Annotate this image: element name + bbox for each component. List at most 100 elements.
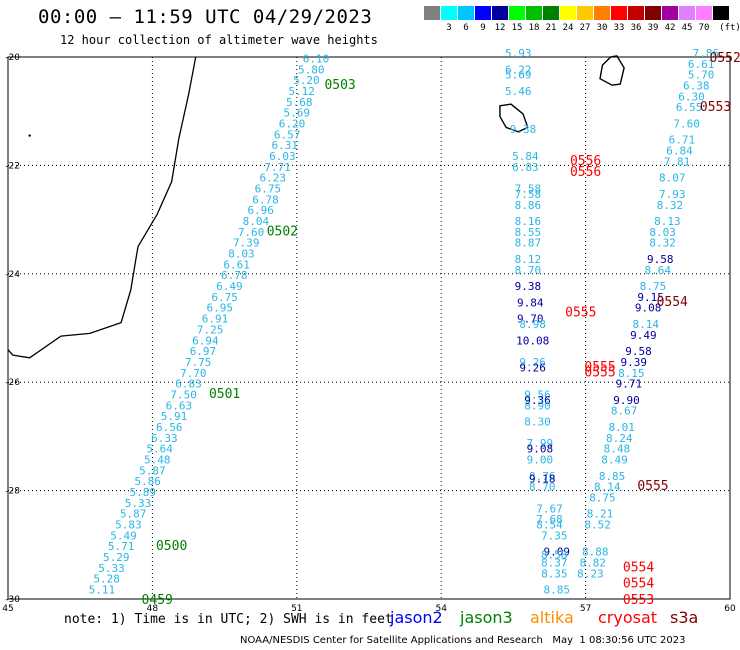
scale-swatch: [492, 6, 508, 20]
wave-height-value: 8.23: [577, 567, 604, 580]
scale-label: 6: [463, 23, 469, 33]
wave-height-value: 5.87: [120, 508, 147, 521]
wave-height-value: 6.63: [166, 399, 193, 412]
wave-height-value: 8.35: [541, 567, 568, 580]
footer-note: note: 1) Time is in UTC; 2) SWH is in fe…: [64, 612, 393, 627]
wave-height-value: 6.94: [192, 334, 219, 347]
wave-height-value: 5.89: [130, 486, 157, 499]
wave-height-value: 5.91: [161, 410, 188, 423]
wave-height-value: 6.78: [252, 193, 279, 206]
scale-swatch: [441, 6, 457, 20]
scale-label: 70: [698, 23, 710, 33]
wave-height-value: 8.87: [515, 237, 542, 250]
wave-height-value: 6.22: [505, 63, 532, 76]
legend-altika: altika: [530, 608, 574, 627]
wave-height-value: 6.61: [688, 58, 715, 71]
wave-height-value: 6.95: [207, 302, 234, 315]
wave-height-value: 5.20: [293, 74, 320, 87]
scale-label: 21: [545, 23, 557, 33]
wave-height-value: 8.82: [580, 556, 607, 569]
x-tick-label: 54: [435, 604, 447, 614]
wave-height-value: 6.49: [216, 280, 243, 293]
wave-height-value: 8.98: [519, 318, 546, 331]
wave-height-value: 8.14: [633, 318, 660, 331]
wave-height-value: 8.76: [529, 470, 556, 483]
legend-s3a: s3a: [670, 608, 699, 627]
wave-height-value: 8.48: [604, 443, 631, 456]
wave-height-value: 5.48: [144, 454, 171, 467]
scale-swatch: [594, 6, 610, 20]
x-tick-label: 51: [291, 604, 302, 614]
pass-time-label: 0555: [584, 365, 615, 380]
wave-height-value: 6.75: [211, 291, 238, 304]
scale-swatch: [662, 6, 678, 20]
wave-height-value: 8.70: [529, 481, 556, 494]
wave-height-value: 8.67: [611, 405, 638, 418]
wave-height-value: 8.52: [584, 519, 611, 532]
scale-label: 15: [511, 23, 523, 33]
wave-height-value: 7.39: [233, 237, 260, 250]
wave-height-value: 9.49: [630, 329, 657, 342]
wave-height-value: 6.61: [223, 258, 250, 271]
wave-height-value: 5.29: [103, 551, 130, 564]
wave-height-value: 6.84: [666, 145, 693, 158]
wave-height-value: 9.90: [613, 394, 640, 407]
scale-swatch: [543, 6, 559, 20]
wave-height-value: 6.75: [255, 183, 282, 196]
scale-swatch: [696, 6, 712, 20]
wave-height-value: 8.16: [515, 215, 542, 228]
wave-height-value: 7.75: [185, 356, 212, 369]
wave-height-value: 6.91: [202, 313, 229, 326]
wave-height-value: 5.80: [298, 63, 325, 76]
scale-label: 24: [562, 23, 574, 33]
y-tick-label: -20: [5, 53, 20, 63]
wave-height-value: 5.49: [110, 529, 137, 542]
pass-time-label: 0553: [623, 593, 654, 608]
wave-height-value: 6.57: [274, 128, 301, 141]
scale-unit: (ft): [719, 23, 740, 33]
wave-height-value: 5.28: [93, 573, 120, 586]
scale-label: 12: [494, 23, 506, 33]
scale-swatch: [679, 6, 695, 20]
islet-marker: [28, 134, 31, 137]
map-frame: [7, 56, 731, 600]
wave-height-value: 7.58: [515, 183, 542, 196]
wave-height-value: 7.67: [536, 502, 563, 515]
wave-height-value: 9.38: [515, 280, 542, 293]
legend-jason3: jason3: [460, 608, 513, 627]
wave-height-value: 9.15: [637, 291, 664, 304]
pass-time-label: 0552: [710, 51, 740, 66]
wave-height-value: 8.85: [543, 584, 570, 597]
scale-label: 3: [446, 23, 452, 33]
wave-height-value: 5.69: [505, 69, 532, 82]
wave-height-value: 7.25: [197, 323, 224, 336]
wave-height-value: 7.68: [536, 513, 563, 526]
wave-height-value: 7.71: [264, 161, 291, 174]
wave-height-value: 5.93: [505, 47, 532, 60]
wave-height-value: 7.70: [180, 367, 207, 380]
wave-height-value: 9.38: [510, 123, 537, 136]
wave-height-value: 5.83: [115, 519, 142, 532]
island-reunion: [499, 103, 529, 133]
pass-time-label: 0500: [156, 539, 187, 554]
wave-height-value: 6.23: [259, 172, 286, 185]
wave-height-value: 8.49: [601, 454, 628, 467]
legend-jason2: jason2: [390, 608, 443, 627]
pass-time-label: 0503: [324, 78, 355, 93]
scale-label: 33: [613, 23, 625, 33]
wave-height-value: 5.71: [108, 540, 135, 553]
wave-height-value: 9.18: [529, 472, 556, 485]
y-tick-label: -26: [5, 378, 20, 388]
scale-label: 18: [528, 23, 540, 33]
scale-label: 45: [681, 23, 693, 33]
wave-height-value: 8.75: [640, 280, 667, 293]
wave-height-value: 5.86: [134, 475, 161, 488]
wave-height-value: 8.88: [582, 546, 609, 559]
wave-height-value: 8.54: [536, 519, 563, 532]
scale-label: 39: [647, 23, 659, 33]
wave-height-value: 10.08: [516, 334, 549, 347]
scale-swatch: [645, 6, 661, 20]
wave-height-value: 5.70: [688, 69, 715, 82]
wave-height-value: 8.32: [657, 199, 684, 212]
wave-height-value: 5.33: [98, 562, 125, 575]
